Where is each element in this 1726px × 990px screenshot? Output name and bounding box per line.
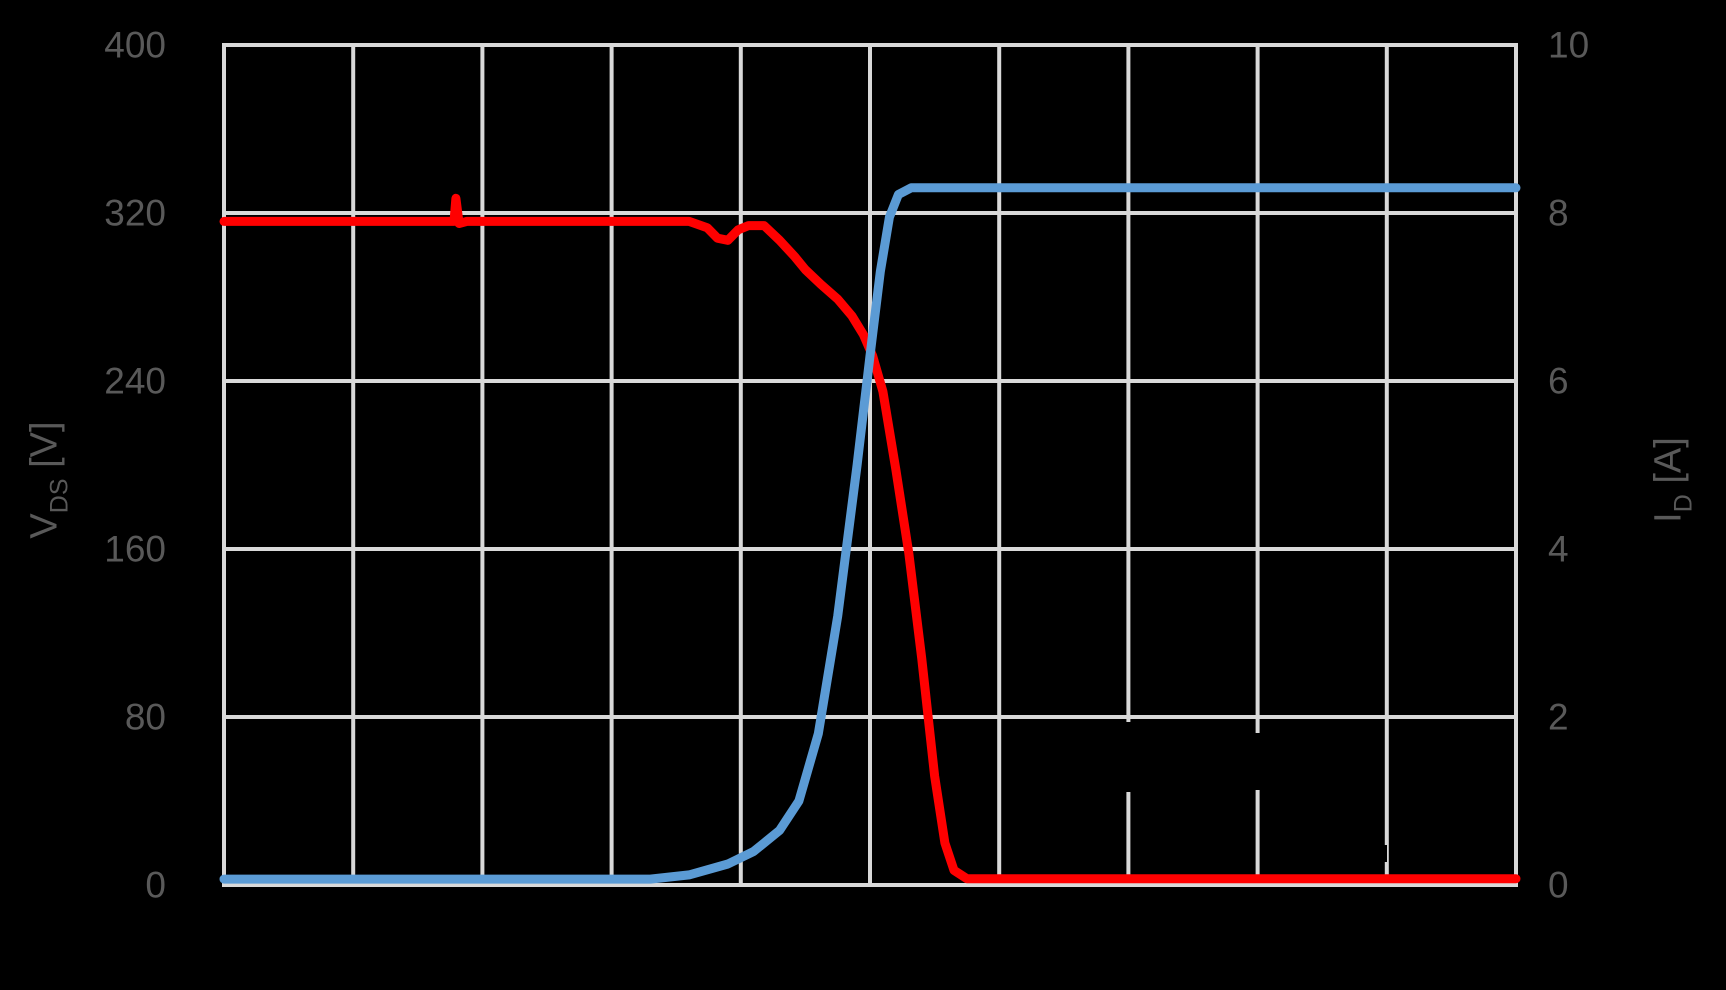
y-left-axis-title-unit: [V] bbox=[23, 421, 66, 479]
y-left-axis-title: VDS [V] bbox=[23, 421, 74, 539]
y-right-axis-title-unit: [A] bbox=[1647, 437, 1690, 495]
y-left-tick-label: 320 bbox=[104, 193, 166, 234]
y-right-axis-title: ID [A] bbox=[1647, 437, 1698, 523]
y-left-tick-label: 0 bbox=[145, 865, 166, 906]
y-right-axis-title-sub: D bbox=[1669, 494, 1698, 513]
y-right-tick-label: 0 bbox=[1548, 865, 1569, 906]
obscured-text-region bbox=[1240, 733, 1272, 790]
y-right-tick-label: 4 bbox=[1548, 529, 1569, 570]
y-left-tick-label: 80 bbox=[125, 697, 166, 738]
y-right-tick-label: 2 bbox=[1548, 697, 1569, 738]
y-left-tick-label: 400 bbox=[104, 25, 166, 66]
y-left-axis-title-sub: DS bbox=[45, 478, 74, 514]
y-left-tick-label: 160 bbox=[104, 529, 166, 570]
y-right-tick-label: 6 bbox=[1548, 361, 1569, 402]
vds-series-line bbox=[219, 193, 1521, 884]
y-left-axis-title-main: V bbox=[23, 513, 66, 539]
y-right-tick-label: 8 bbox=[1548, 193, 1569, 234]
obscured-text-region bbox=[1380, 845, 1387, 862]
obscured-text-region bbox=[1108, 722, 1148, 792]
y-left-tick-label: 240 bbox=[104, 361, 166, 402]
id-series-line bbox=[219, 183, 1521, 884]
plot-border bbox=[222, 43, 1518, 887]
y-right-tick-label: 10 bbox=[1548, 25, 1589, 66]
y-right-axis-title-main: I bbox=[1647, 512, 1690, 523]
